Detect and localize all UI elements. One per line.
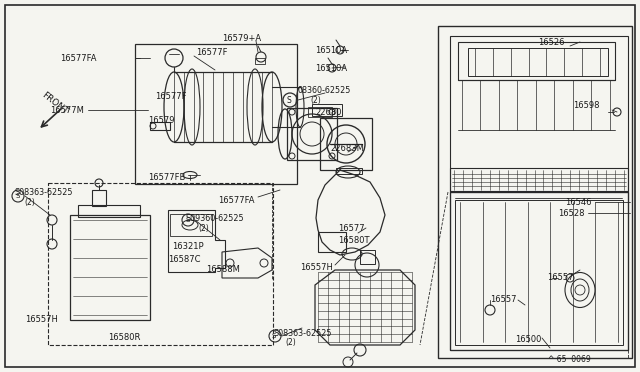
Text: 16579+A: 16579+A xyxy=(222,33,261,42)
Text: 16580R: 16580R xyxy=(108,334,140,343)
Text: 22680: 22680 xyxy=(315,108,342,116)
Text: 16526: 16526 xyxy=(538,38,564,46)
Text: 16546: 16546 xyxy=(565,198,591,206)
Text: 16588M: 16588M xyxy=(206,266,240,275)
Text: 08360-62525: 08360-62525 xyxy=(298,86,351,94)
Bar xyxy=(360,250,375,264)
Text: 16577: 16577 xyxy=(338,224,365,232)
Text: 16557: 16557 xyxy=(490,295,516,305)
Text: 16577FA: 16577FA xyxy=(218,196,255,205)
Text: S: S xyxy=(287,96,292,105)
Text: 16510A: 16510A xyxy=(315,45,347,55)
Text: (2): (2) xyxy=(198,224,209,232)
Text: S: S xyxy=(185,217,189,223)
Text: 22683M: 22683M xyxy=(330,144,364,153)
Bar xyxy=(455,200,623,345)
Text: 16528: 16528 xyxy=(558,208,584,218)
Text: 16557H: 16557H xyxy=(300,263,333,273)
Text: 16579: 16579 xyxy=(148,115,175,125)
Bar xyxy=(92,190,106,206)
Bar xyxy=(450,36,628,191)
Text: 16577M: 16577M xyxy=(50,106,84,115)
Bar xyxy=(150,122,170,130)
Text: S: S xyxy=(272,333,276,339)
Text: 16577FA: 16577FA xyxy=(60,54,97,62)
Text: 16557: 16557 xyxy=(547,273,573,282)
Bar xyxy=(450,168,628,192)
Text: S08363-62525: S08363-62525 xyxy=(274,328,333,337)
Text: (2): (2) xyxy=(285,339,296,347)
Bar xyxy=(308,107,332,117)
Text: (2): (2) xyxy=(24,198,35,206)
Bar xyxy=(48,183,273,345)
Bar xyxy=(170,214,212,236)
Text: S: S xyxy=(15,193,19,199)
Text: 16598: 16598 xyxy=(573,100,600,109)
Bar xyxy=(255,58,265,64)
Text: 16577F: 16577F xyxy=(155,92,186,100)
Text: 16577F: 16577F xyxy=(196,48,227,57)
Bar xyxy=(320,118,372,170)
Text: S09360-62525: S09360-62525 xyxy=(186,214,244,222)
Bar xyxy=(312,104,342,116)
Bar xyxy=(70,215,150,320)
Bar xyxy=(318,232,346,252)
Text: 16580T: 16580T xyxy=(338,235,369,244)
Text: (2): (2) xyxy=(310,96,321,105)
Text: 16321P: 16321P xyxy=(172,241,204,250)
Text: S08363-62525: S08363-62525 xyxy=(14,187,72,196)
Text: 16587C: 16587C xyxy=(168,254,200,263)
Bar xyxy=(438,26,632,358)
Text: 16557H: 16557H xyxy=(25,315,58,324)
Bar xyxy=(78,205,140,217)
Bar xyxy=(287,108,337,160)
Bar xyxy=(135,44,297,184)
Text: 16577FB: 16577FB xyxy=(148,173,186,182)
Text: 16510A: 16510A xyxy=(315,64,347,73)
Text: 16500: 16500 xyxy=(515,336,541,344)
Bar xyxy=(336,168,362,174)
Text: FRONT: FRONT xyxy=(40,90,70,116)
Text: ^ 65  0069: ^ 65 0069 xyxy=(548,356,591,365)
